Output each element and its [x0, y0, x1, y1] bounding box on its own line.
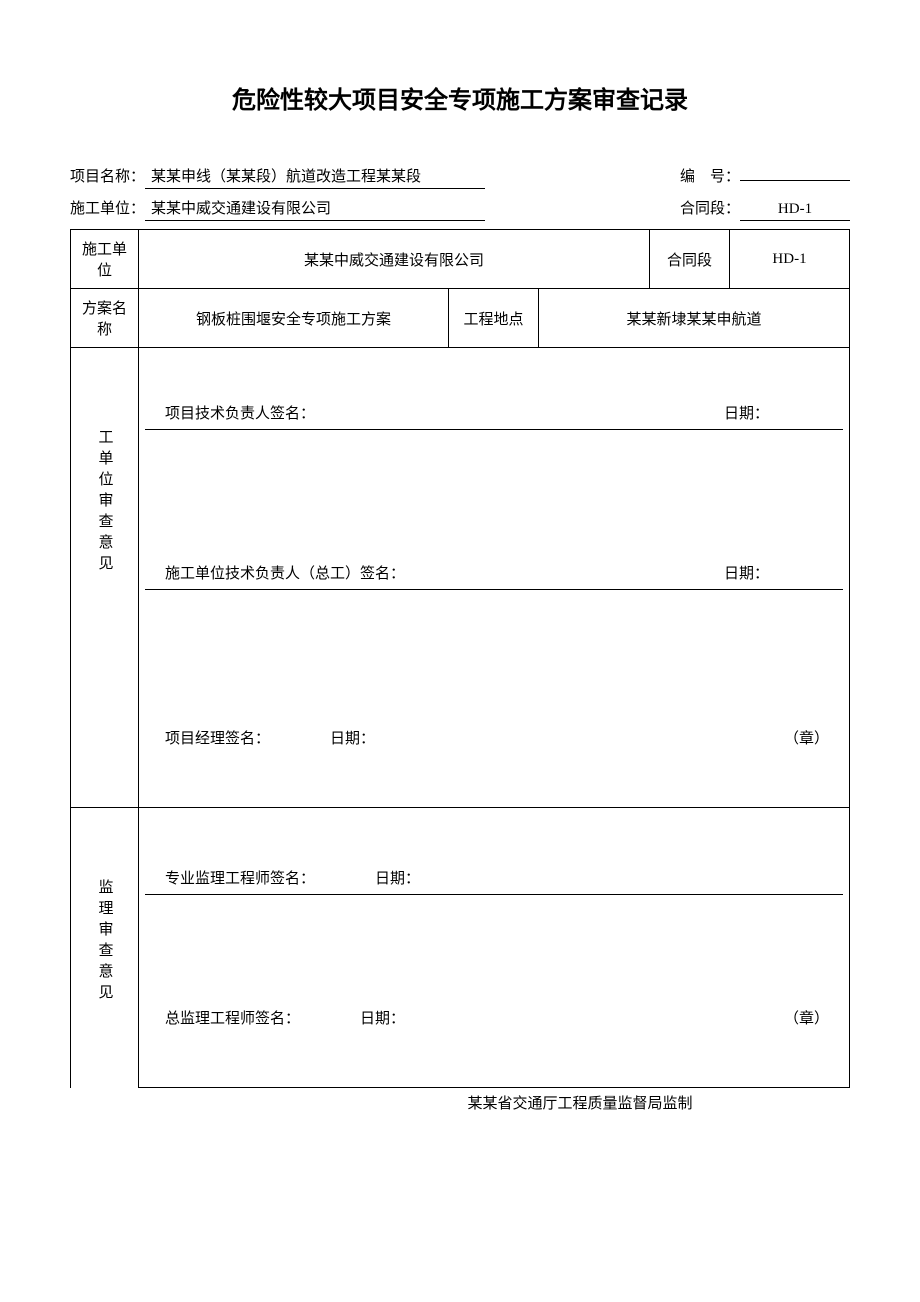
unit-cell-value: 某某中威交通建设有限公司: [139, 230, 650, 289]
plan-name-value: 钢板桩围堰安全专项施工方案: [139, 289, 449, 348]
unit-tech-lead-sig-label: 施工单位技术负责人（总工）签名：: [165, 562, 405, 583]
stamp-label-2: （章）: [784, 1007, 829, 1028]
footer-note: 某某省交通厅工程质量监督局监制: [310, 1092, 850, 1113]
document-title: 危险性较大项目安全专项施工方案审查记录: [70, 80, 850, 115]
stamp-label-1: （章）: [784, 727, 829, 748]
plan-name-label: 方案名称: [71, 289, 139, 348]
table-row-unit: 施工单位 某某中威交通建设有限公司 合同段 HD-1: [71, 230, 850, 289]
date-label-2: 日期：: [724, 562, 769, 583]
contract-section-label: 合同段：: [680, 197, 740, 218]
header-row-project: 项目名称： 某某申线（某某段）航道改造工程某某段 编 号：: [70, 165, 850, 189]
sig-block-pro-supervisor: 专业监理工程师签名： 日期：: [139, 808, 850, 948]
construction-unit-opinion-label: 工单位审查意见: [71, 348, 139, 668]
table-row-plan: 方案名称 钢板桩围堰安全专项施工方案 工程地点 某某新埭某某申航道: [71, 289, 850, 348]
contract-cell-label: 合同段: [650, 230, 730, 289]
chief-supervisor-sig-label: 总监理工程师签名：: [165, 1007, 300, 1028]
supervisor-review-row-1: 监理审查意见 专业监理工程师签名： 日期：: [71, 808, 850, 948]
contract-section-value: HD-1: [740, 201, 850, 221]
construction-review-row-2: 施工单位技术负责人（总工）签名： 日期：: [71, 478, 850, 668]
header-row-unit: 施工单位： 某某中威交通建设有限公司 合同段： HD-1: [70, 197, 850, 221]
side-label-ext-1: [71, 668, 139, 808]
project-name-label: 项目名称：: [70, 165, 145, 186]
construction-unit-label: 施工单位：: [70, 197, 145, 218]
sig-block-tech-lead: 项目技术负责人签名： 日期：: [139, 348, 850, 478]
header-section: 项目名称： 某某申线（某某段）航道改造工程某某段 编 号： 施工单位： 某某中威…: [70, 165, 850, 221]
pro-supervisor-sig-label: 专业监理工程师签名：: [165, 867, 315, 888]
review-table: 施工单位 某某中威交通建设有限公司 合同段 HD-1 方案名称 钢板桩围堰安全专…: [70, 229, 850, 1088]
number-value[interactable]: [740, 178, 850, 181]
project-manager-sig-label: 项目经理签名：: [165, 727, 270, 748]
date-label-4: 日期：: [375, 867, 420, 888]
date-label-5: 日期：: [360, 1007, 405, 1028]
project-location-label: 工程地点: [449, 289, 539, 348]
project-tech-lead-sig-label: 项目技术负责人签名：: [165, 402, 315, 423]
sig-block-chief-eng: 施工单位技术负责人（总工）签名： 日期：: [139, 478, 850, 668]
supervisor-opinion-label: 监理审查意见: [71, 808, 139, 1088]
project-name-value: 某某申线（某某段）航道改造工程某某段: [145, 165, 485, 189]
contract-cell-value: HD-1: [730, 230, 850, 289]
project-location-value: 某某新埭某某申航道: [539, 289, 850, 348]
date-label-1: 日期：: [724, 402, 769, 423]
construction-review-row-3: 项目经理签名： 日期： （章）: [71, 668, 850, 808]
sig-block-chief-supervisor: 总监理工程师签名： 日期： （章）: [139, 948, 850, 1088]
supervisor-review-row-2: 总监理工程师签名： 日期： （章）: [71, 948, 850, 1088]
construction-review-row-1: 工单位审查意见 项目技术负责人签名： 日期：: [71, 348, 850, 478]
unit-cell-label: 施工单位: [71, 230, 139, 289]
sig-block-pm: 项目经理签名： 日期： （章）: [139, 668, 850, 808]
construction-unit-value: 某某中威交通建设有限公司: [145, 197, 485, 221]
date-label-3: 日期：: [330, 727, 375, 748]
number-label: 编 号：: [680, 165, 740, 186]
